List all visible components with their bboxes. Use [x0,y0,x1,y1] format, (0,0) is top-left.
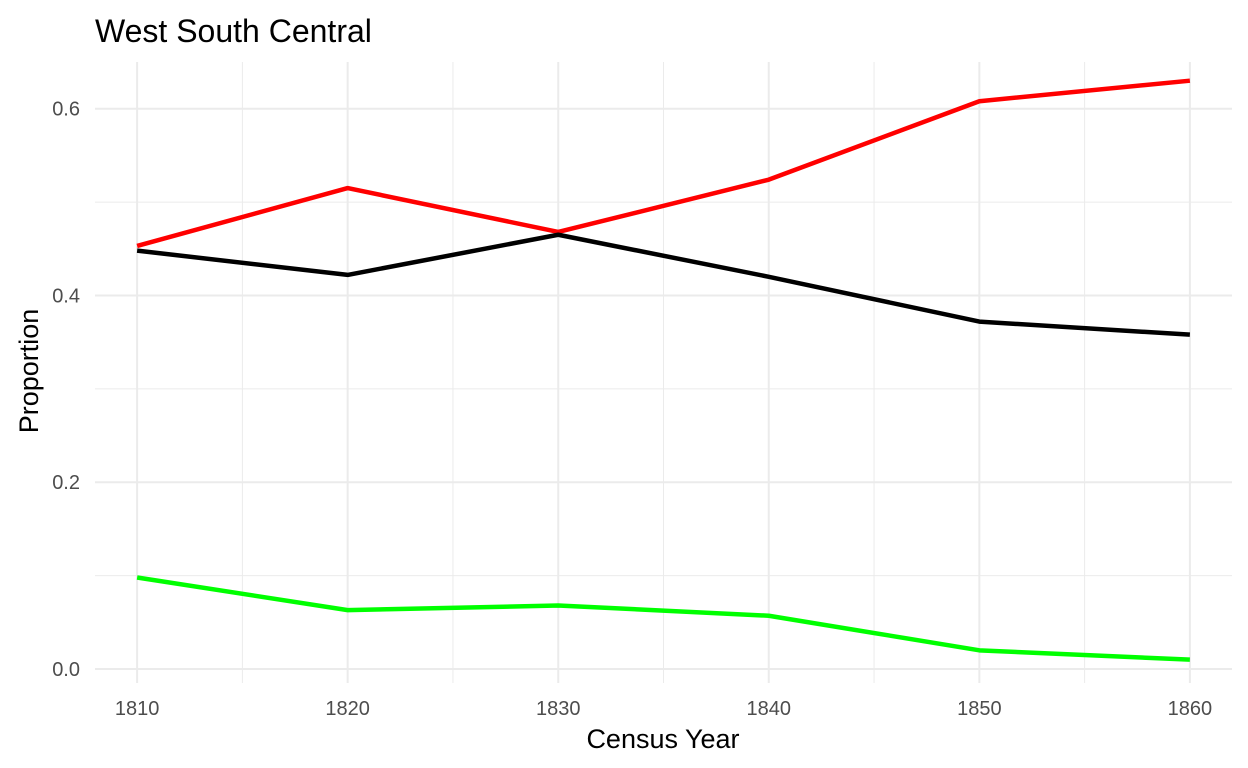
x-tick-label: 1850 [957,698,1002,720]
y-axis-title: Proportion [14,309,44,434]
minor-gridlines [95,62,1232,683]
x-tick-label: 1810 [115,698,160,720]
x-tick-label: 1860 [1168,698,1213,720]
x-axis-title: Census Year [586,724,739,754]
x-tick-label: 1820 [325,698,370,720]
x-tick-label: 1830 [536,698,581,720]
series-line-2 [136,232,1191,337]
chart-title: West South Central [95,13,372,49]
y-tick-label: 0.0 [52,659,80,681]
major-gridlines [95,62,1232,683]
y-axis-tick-labels: 0.0 0.2 0.4 0.6 [52,99,80,681]
x-axis-tick-labels: 1810 1820 1830 1840 1850 1860 [115,698,1212,720]
y-tick-label: 0.2 [52,472,80,494]
y-tick-label: 0.6 [52,99,80,121]
series-lines [136,78,1191,662]
x-tick-label: 1840 [747,698,792,720]
series-line-3 [136,575,1190,662]
series-line-1 [136,78,1191,249]
y-tick-label: 0.4 [52,285,80,307]
